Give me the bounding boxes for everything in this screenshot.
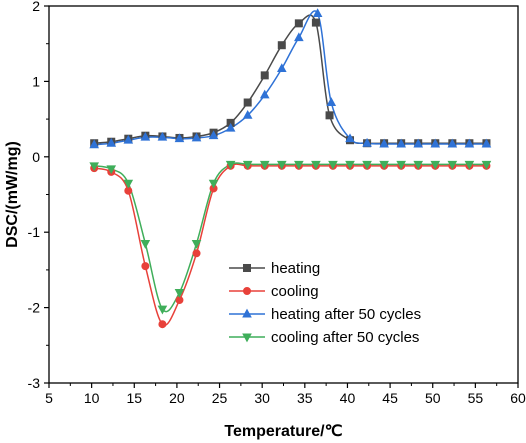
data-point-3 (345, 160, 355, 170)
data-point-2 (379, 138, 389, 148)
y-tick-label: 0 (32, 149, 40, 165)
data-point-2 (208, 130, 219, 140)
data-point-1 (158, 320, 167, 329)
data-point-2 (312, 8, 323, 18)
data-point-2 (413, 138, 424, 148)
x-tick-label: 20 (169, 390, 185, 406)
data-point-2 (396, 138, 406, 148)
x-tick-label: 25 (212, 390, 228, 406)
data-point-2 (276, 63, 287, 73)
y-tick-label: -3 (28, 375, 41, 391)
series-line-0 (94, 14, 487, 145)
data-point-3 (294, 160, 304, 170)
markers-layer (89, 8, 492, 329)
data-point-3 (481, 160, 492, 170)
data-point-0 (260, 71, 269, 80)
x-tick-label: 55 (468, 390, 484, 406)
data-point-0 (311, 18, 320, 27)
data-point-3 (89, 162, 100, 172)
data-point-2 (123, 134, 134, 144)
data-point-1 (192, 249, 201, 258)
x-axis-title: Temperature/℃ (224, 423, 342, 440)
series-line-2 (94, 10, 487, 146)
curves-layer (94, 10, 487, 327)
data-point-2 (326, 97, 337, 106)
x-tick-label: 5 (45, 390, 53, 406)
data-point-2 (242, 109, 253, 119)
data-point-3 (276, 160, 287, 170)
data-point-2 (481, 138, 492, 148)
data-point-2 (106, 137, 117, 147)
x-tick-label: 15 (126, 390, 142, 406)
y-tick-label: 1 (32, 73, 40, 89)
legend-label-3: cooling after 50 cycles (271, 329, 419, 346)
legend-marker-2 (242, 308, 252, 318)
data-point-2 (157, 131, 168, 141)
data-point-3 (362, 160, 372, 170)
x-tick-label: 35 (297, 390, 313, 406)
data-point-3 (157, 305, 168, 315)
x-tick-label: 45 (382, 390, 398, 406)
data-point-2 (294, 32, 304, 42)
data-point-3 (208, 179, 219, 189)
legend-label-2: heating after 50 cycles (271, 306, 421, 323)
legend: heating cooling heating after 50 cycles coo… (229, 260, 421, 346)
data-point-3 (225, 160, 236, 170)
data-point-2 (345, 133, 355, 143)
data-point-1 (141, 262, 150, 271)
legend-marker-0 (242, 263, 251, 272)
legend-label-0: heating (271, 260, 320, 277)
data-point-2 (140, 131, 151, 141)
data-point-2 (259, 89, 270, 99)
y-tick-label: -1 (28, 224, 41, 240)
data-point-3 (311, 160, 321, 170)
data-point-3 (123, 179, 134, 189)
x-tick-label: 50 (425, 390, 441, 406)
x-tick-label: 40 (340, 390, 356, 406)
data-point-3 (328, 160, 338, 170)
data-point-3 (447, 160, 458, 170)
data-point-0 (325, 111, 334, 120)
data-point-3 (242, 160, 253, 170)
y-axis-title: DSC/(mW/mg) (4, 141, 21, 248)
data-point-3 (379, 160, 389, 170)
x-tick-label: 30 (254, 390, 270, 406)
data-point-2 (362, 137, 372, 147)
legend-marker-1 (242, 286, 251, 295)
data-point-3 (259, 160, 270, 170)
data-point-3 (106, 165, 117, 175)
data-point-3 (140, 240, 151, 249)
data-point-2 (191, 132, 202, 142)
legend-label-1: cooling (271, 283, 319, 300)
data-point-2 (225, 122, 236, 132)
data-point-3 (174, 289, 185, 298)
tick-labels-layer: 5 10 15 20 25 30 35 40 45 50 55 60 -3 -2 -1 0 1 2 (28, 0, 526, 406)
plot-frame (48, 5, 519, 384)
data-point-3 (464, 160, 475, 170)
data-point-2 (430, 138, 441, 148)
data-point-0 (277, 41, 286, 50)
data-point-2 (174, 133, 185, 143)
data-point-3 (396, 160, 406, 170)
data-point-2 (464, 138, 475, 148)
y-tick-label: 2 (32, 0, 40, 14)
data-point-3 (413, 160, 424, 170)
data-point-3 (191, 240, 202, 249)
x-tick-label: 60 (510, 390, 526, 406)
data-point-0 (294, 19, 303, 28)
x-tick-label: 10 (84, 390, 100, 406)
data-point-2 (447, 138, 458, 148)
y-tick-label: -2 (28, 300, 41, 316)
series-line-1 (94, 163, 487, 327)
data-point-0 (243, 98, 252, 107)
data-point-2 (89, 139, 100, 149)
legend-marker-3 (242, 333, 252, 343)
data-point-3 (430, 160, 441, 170)
ticks-layer (44, 5, 519, 388)
